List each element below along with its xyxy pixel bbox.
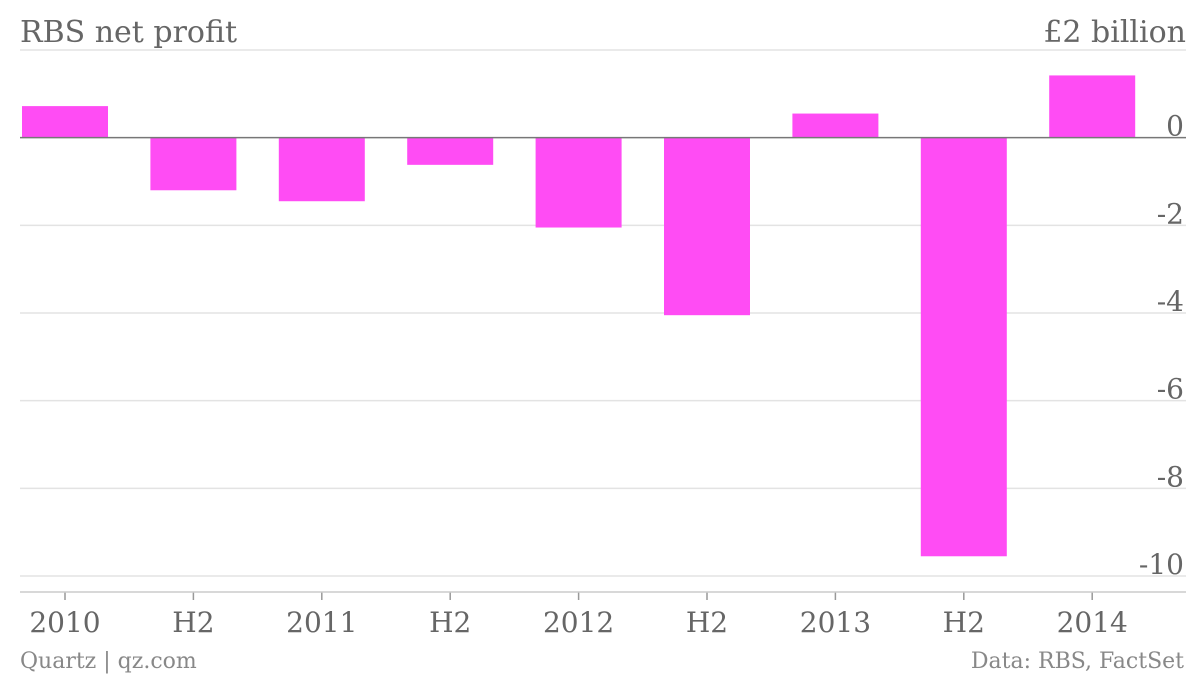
x-tick-label: 2012 [543,606,614,639]
unit-label: £2 billion [1043,15,1186,50]
bar [407,137,494,165]
x-tick-label: 2014 [1057,606,1128,639]
x-tick-label: H2 [172,606,214,639]
bar [22,106,108,138]
gridlines [20,49,1186,577]
x-tick-label: H2 [429,606,471,639]
chart-title: RBS net profit [20,15,237,50]
y-tick-label: -4 [1157,285,1184,318]
source-credit: Quartz | qz.com [20,649,197,674]
x-tick-label: H2 [943,606,985,639]
y-tick-label: -10 [1139,548,1184,581]
bar [792,113,879,138]
bar [150,137,237,191]
x-tick-label: 2010 [29,606,100,639]
bar [664,137,750,316]
y-tick-label: -8 [1157,460,1184,493]
bar [278,137,365,202]
y-tick-label: 0 [1166,110,1184,143]
bar [1049,75,1136,138]
bar [920,137,1007,557]
x-tick-label: 2013 [800,606,871,639]
data-source: Data: RBS, FactSet [971,649,1184,674]
x-tick-label: 2011 [286,606,357,639]
y-axis-ticks: 0 -2 -4 -6 -8 -10 [1139,110,1184,581]
bar [535,137,622,228]
y-tick-label: -2 [1157,197,1184,230]
bars [22,75,1136,557]
y-tick-label: -6 [1157,373,1184,406]
x-tick-label: H2 [686,606,728,639]
x-axis-ticks: 2010 H2 2011 H2 2012 H2 2013 H2 2014 [20,591,1186,639]
